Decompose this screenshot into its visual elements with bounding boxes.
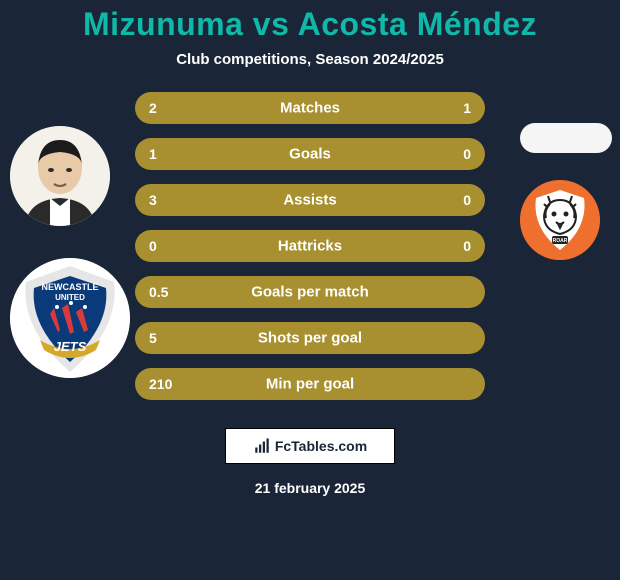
- stat-right: 0: [441, 146, 471, 162]
- svg-text:NEWCASTLE: NEWCASTLE: [42, 282, 99, 292]
- stat-row-hattricks: 0 Hattricks 0: [135, 230, 485, 262]
- stat-right: 1: [441, 100, 471, 116]
- stat-row-shots-per-goal: 5 Shots per goal: [135, 322, 485, 354]
- logo-text: FcTables.com: [275, 438, 367, 454]
- svg-text:ROAR: ROAR: [553, 238, 568, 244]
- stat-label: Assists: [283, 192, 336, 209]
- player1-photo: [10, 126, 110, 226]
- stat-label: Hattricks: [278, 238, 342, 255]
- newcastle-jets-icon: NEWCASTLE UNITED JETS: [10, 258, 130, 378]
- date-text: 21 february 2025: [255, 480, 366, 496]
- player2-photo: [520, 123, 612, 153]
- player2-club-badge: ROAR: [520, 180, 600, 260]
- player1-club-badge: NEWCASTLE UNITED JETS: [10, 258, 130, 378]
- stat-right: 0: [441, 192, 471, 208]
- stat-label: Shots per goal: [258, 330, 362, 347]
- stat-right: 0: [441, 238, 471, 254]
- chart-icon: [253, 437, 271, 455]
- stat-row-goals: 1 Goals 0: [135, 138, 485, 170]
- site-logo: FcTables.com: [225, 428, 395, 464]
- brisbane-roar-icon: ROAR: [520, 180, 600, 260]
- stats-list: 2 Matches 1 1 Goals 0 3 Assists 0 0 Hatt…: [135, 92, 485, 400]
- stat-left: 0: [149, 238, 179, 254]
- svg-text:UNITED: UNITED: [55, 293, 85, 302]
- stat-label: Min per goal: [266, 376, 354, 393]
- stat-row-matches: 2 Matches 1: [135, 92, 485, 124]
- stat-left: 2: [149, 100, 179, 116]
- person-icon: [10, 126, 110, 226]
- stat-left: 210: [149, 376, 179, 392]
- stat-row-assists: 3 Assists 0: [135, 184, 485, 216]
- stat-label: Goals per match: [251, 284, 369, 301]
- stat-left: 5: [149, 330, 179, 346]
- page-title: Mizunuma vs Acosta Méndez: [83, 6, 537, 43]
- stat-left: 1: [149, 146, 179, 162]
- stat-left: 3: [149, 192, 179, 208]
- stat-left: 0.5: [149, 284, 179, 300]
- subtitle: Club competitions, Season 2024/2025: [176, 51, 444, 68]
- stat-label: Matches: [280, 100, 340, 117]
- svg-text:JETS: JETS: [54, 339, 87, 354]
- stat-label: Goals: [289, 146, 331, 163]
- stat-row-min-per-goal: 210 Min per goal: [135, 368, 485, 400]
- stat-row-goals-per-match: 0.5 Goals per match: [135, 276, 485, 308]
